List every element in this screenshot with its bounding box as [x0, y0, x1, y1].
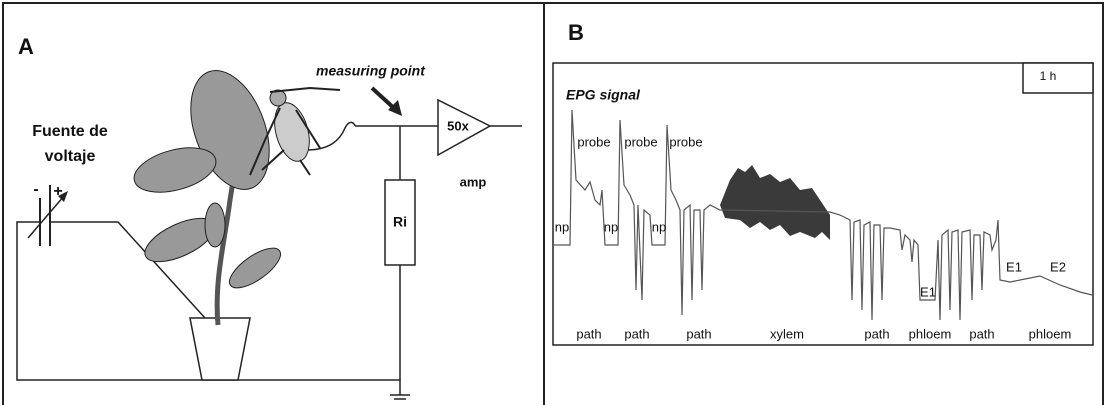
signal-annotation: path — [969, 326, 994, 341]
panel-label: A — [18, 34, 34, 59]
signal-annotation: E1 — [920, 284, 936, 299]
arrow-head — [388, 100, 402, 116]
aphid-legs — [249, 86, 341, 176]
scale-label: 1 h — [1040, 69, 1057, 83]
bud — [204, 202, 226, 248]
amplifier-gain: 50x — [447, 118, 469, 133]
measuring-point-label: measuring point — [316, 63, 426, 79]
signal-annotation: E1 — [1006, 259, 1022, 274]
signal-annotation: E2 — [1050, 259, 1066, 274]
wire — [355, 125, 522, 380]
plus-sign: + — [53, 183, 62, 200]
signal-trace — [553, 109, 1093, 321]
signal-annotation: path — [864, 326, 889, 341]
leaf — [228, 247, 282, 289]
annotations: probe probe probe np np np path path path xylem pa… — [555, 134, 1072, 341]
panel-label: B — [568, 20, 584, 45]
signal-frame — [552, 62, 1094, 346]
signal-title: EPG signal — [566, 87, 641, 103]
signal-annotation: phloem — [909, 326, 952, 341]
voltage-source-label: Fuente de — [32, 123, 108, 140]
pot — [189, 317, 251, 381]
voltage-source-label: voltaje — [45, 148, 96, 165]
signal-annotation: path — [686, 326, 711, 341]
wire — [305, 121, 356, 151]
resistor — [384, 179, 416, 266]
xylem-trace — [720, 165, 830, 240]
amplifier — [437, 98, 492, 157]
amplifier-label: amp — [460, 174, 487, 189]
resistor-label: Ri — [393, 214, 407, 230]
signal-annotation: path — [576, 326, 601, 341]
signal-annotation: np — [604, 219, 618, 234]
aphid-body — [274, 102, 310, 162]
scale-box — [1022, 62, 1094, 94]
signal-annotation: probe — [577, 134, 610, 149]
wire — [50, 221, 206, 319]
wire — [16, 221, 401, 395]
signal-annotation: probe — [624, 134, 657, 149]
signal-annotation: probe — [669, 134, 702, 149]
signal-annotation: xylem — [770, 326, 804, 341]
leaf — [133, 147, 217, 193]
aphid-head — [269, 89, 287, 107]
signal-annotation: np — [555, 219, 569, 234]
signal-annotation: path — [624, 326, 649, 341]
minus-sign: - — [33, 181, 38, 198]
signal-annotation: np — [652, 219, 666, 234]
variable-arrow-head — [58, 191, 68, 202]
variable-arrow — [27, 195, 65, 239]
signal-annotation: phloem — [1029, 326, 1072, 341]
